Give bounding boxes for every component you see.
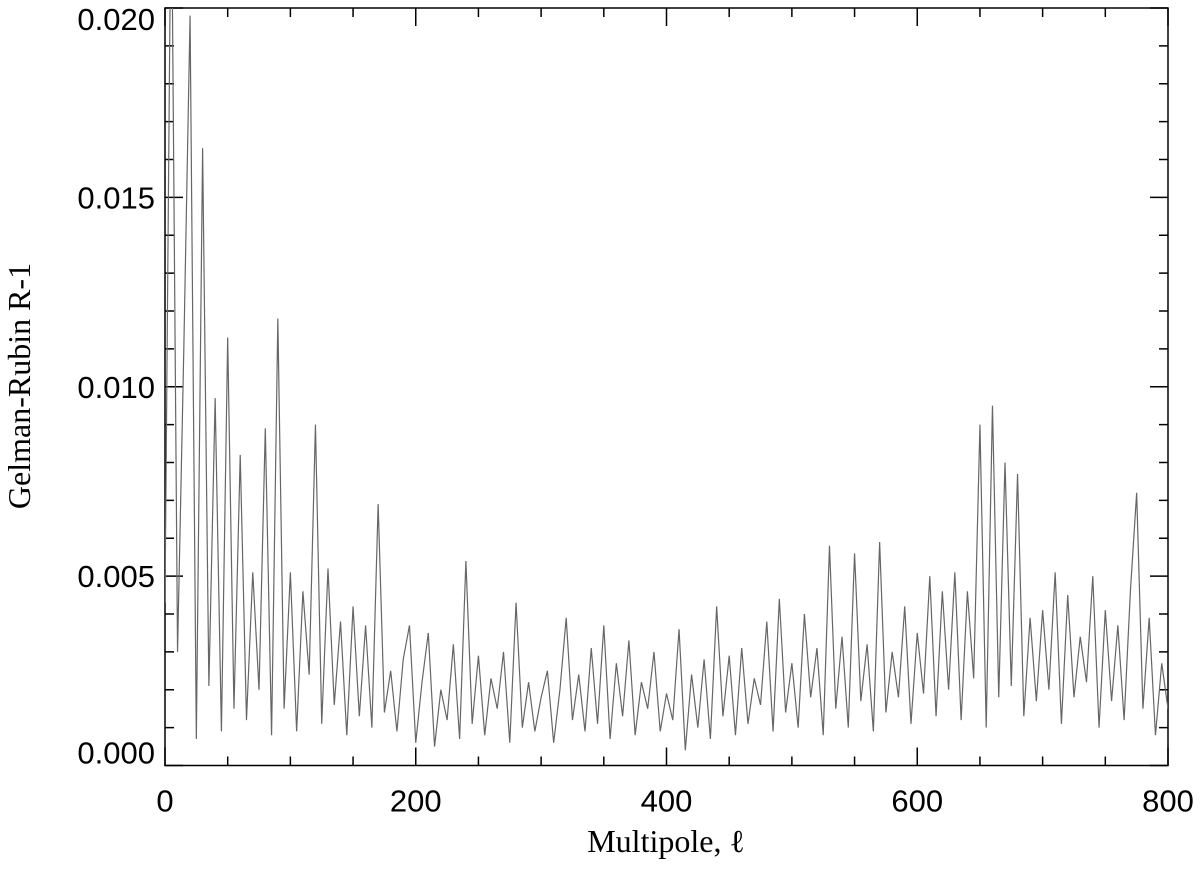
- y-tick-label: 0.005: [77, 559, 155, 594]
- x-tick-label: 800: [1142, 784, 1194, 819]
- x-tick-label: 400: [641, 784, 693, 819]
- data-line: [165, 8, 1168, 751]
- y-tick-label: 0.020: [77, 2, 155, 37]
- x-tick-label: 200: [390, 784, 442, 819]
- y-axis-title: Gelman-Rubin R-1: [1, 263, 37, 509]
- y-tick-label: 0.015: [77, 180, 155, 215]
- x-axis-title: Multipole, ℓ: [587, 823, 745, 859]
- y-tick-label: 0.000: [77, 736, 155, 771]
- plot-frame: [164, 7, 1169, 767]
- y-tick-label: 0.010: [77, 370, 155, 405]
- x-tick-label: 0: [156, 784, 173, 819]
- x-tick-label: 600: [891, 784, 943, 819]
